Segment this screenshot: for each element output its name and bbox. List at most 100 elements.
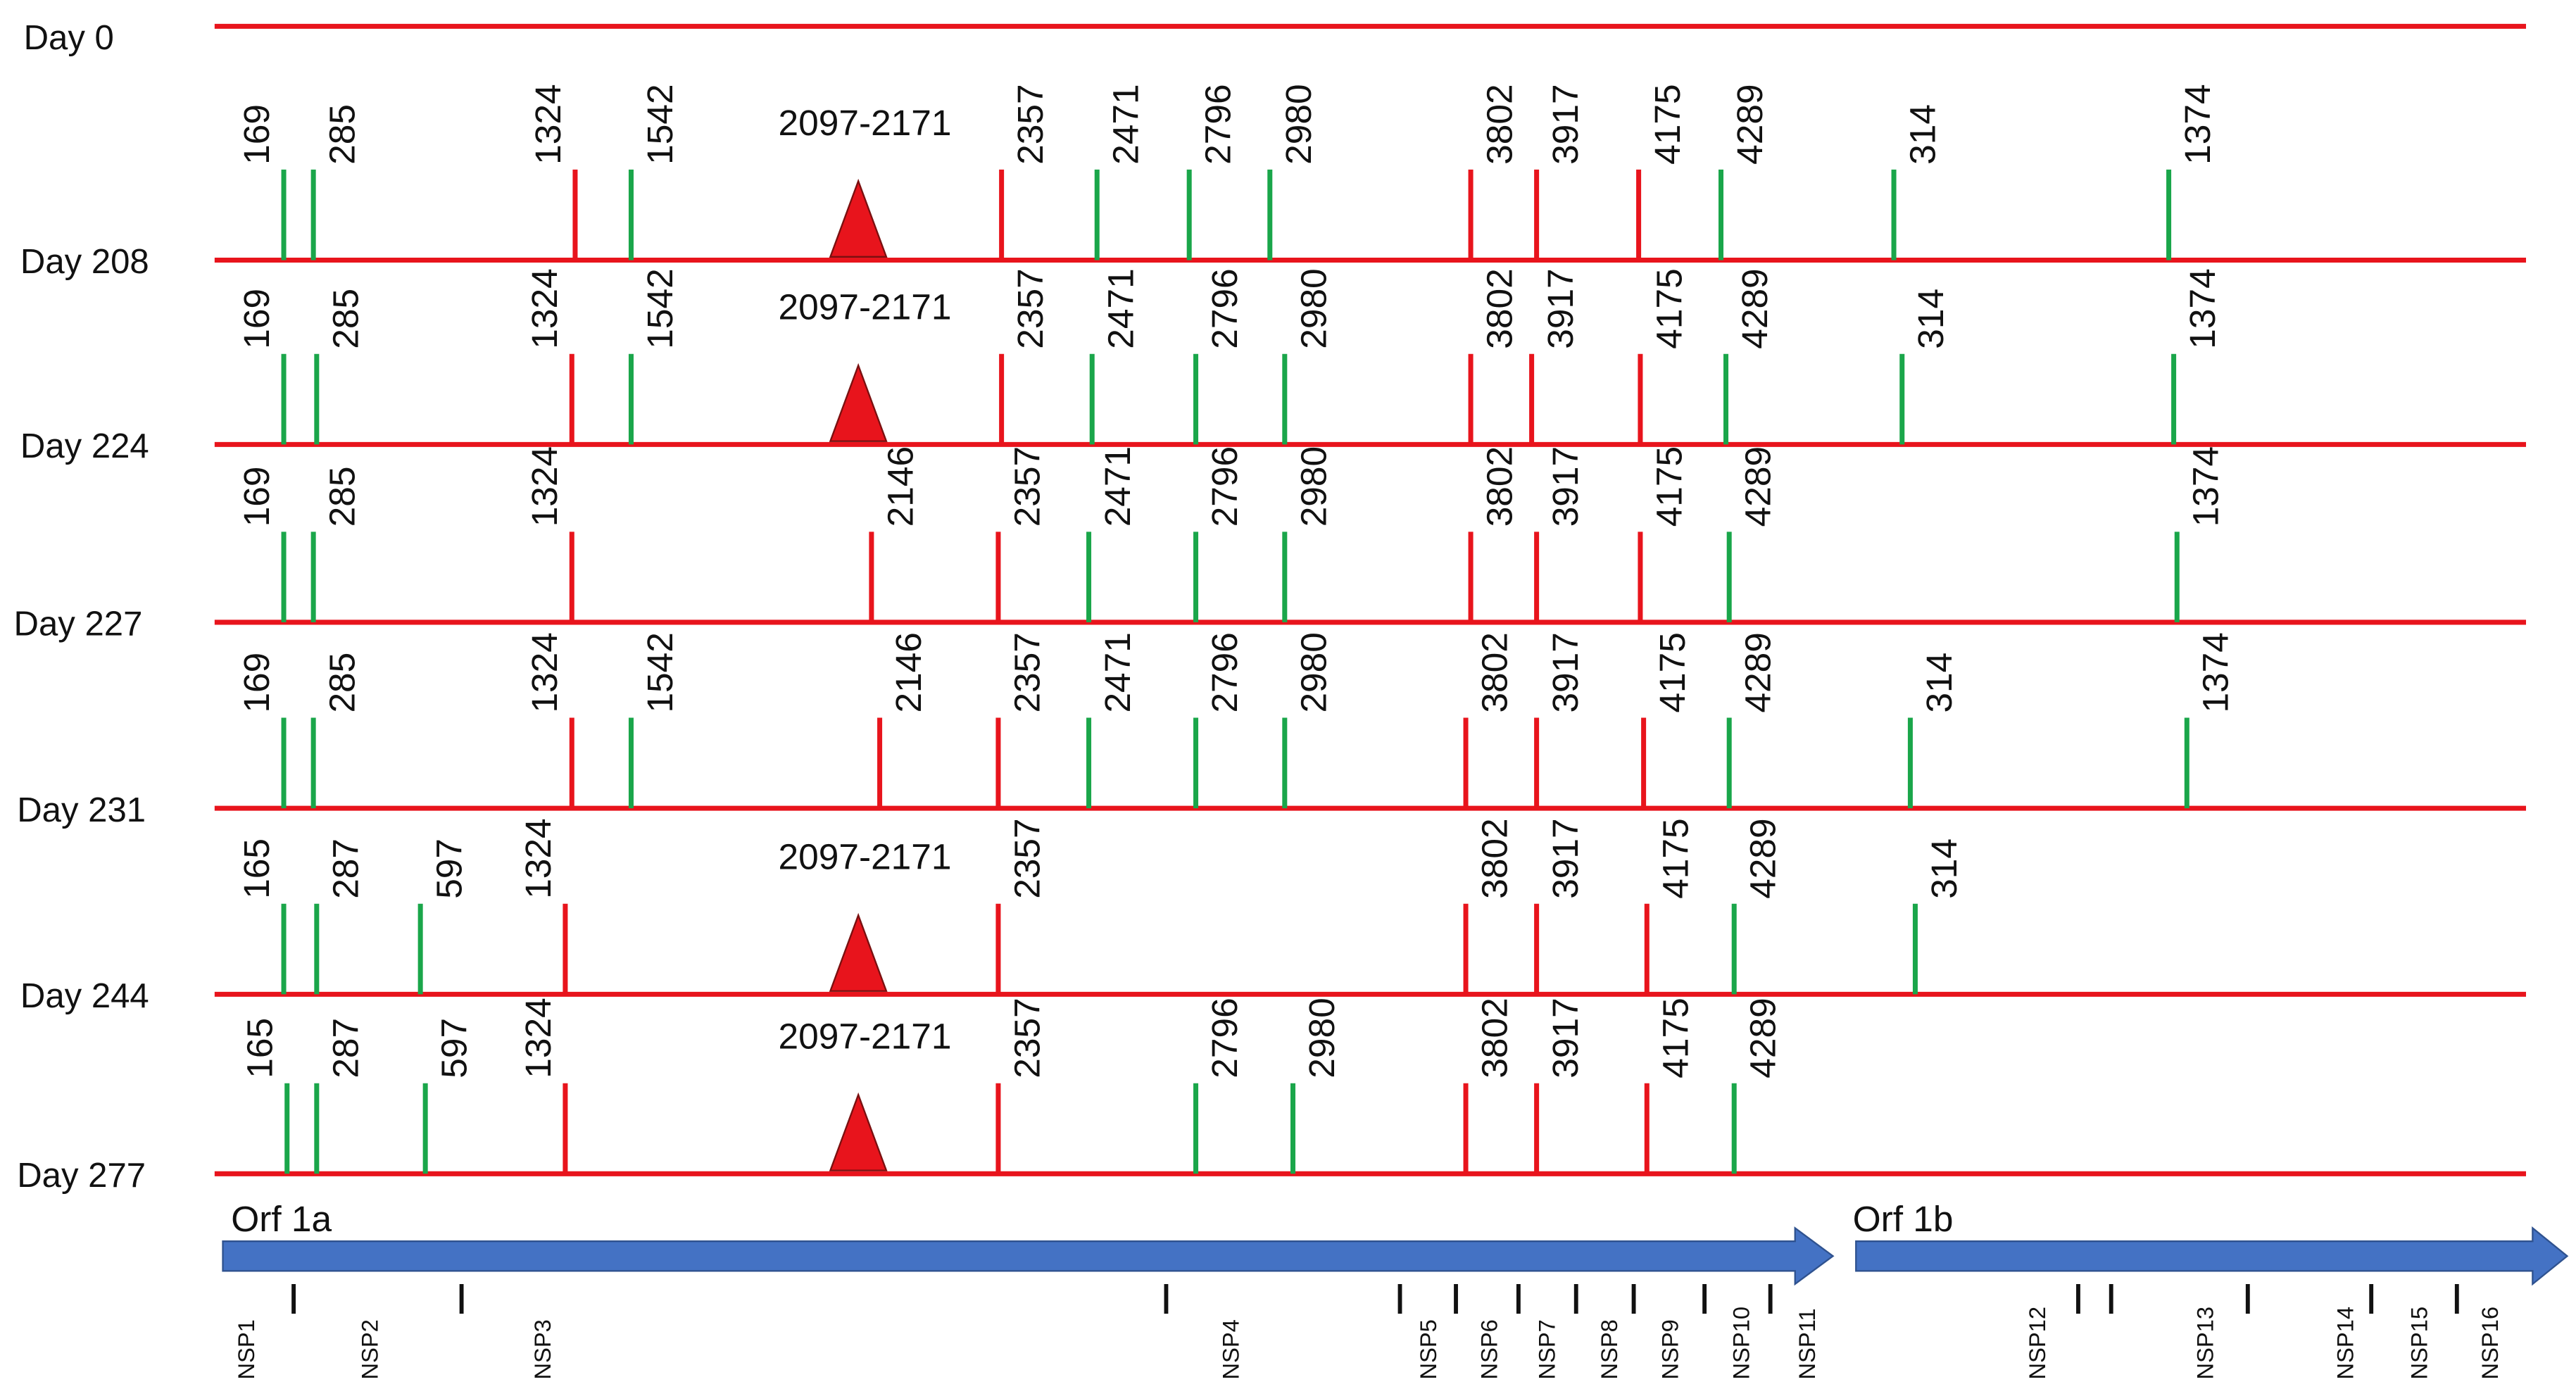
mutation-label: 3802: [1474, 632, 1515, 712]
mutation-label: 2097-2171: [779, 836, 952, 877]
mutation-label: 2357: [1010, 84, 1050, 164]
mutation-label: 2097-2171: [779, 1016, 952, 1057]
orf1b-arrow: [1855, 1226, 2569, 1286]
mutation-label: 597: [429, 838, 470, 899]
mutation-label: 2980: [1278, 84, 1319, 164]
mutation-label: 4289: [1729, 84, 1770, 164]
day-label: Day 231: [17, 791, 146, 829]
mutation-label: 3802: [1479, 84, 1520, 164]
mutation-label: 2471: [1105, 84, 1146, 164]
mutation-label: 314: [1902, 104, 1943, 165]
mutation-label: 3802: [1479, 268, 1520, 348]
mutation-label: 1542: [639, 84, 680, 164]
day-label: Day 227: [14, 605, 143, 643]
mutation-label: 285: [322, 104, 363, 165]
mutation-label: 2471: [1100, 268, 1141, 348]
mutation-label: 4289: [1742, 818, 1783, 898]
deletion-triangle: [829, 363, 888, 442]
nsp-label: NSP9: [1657, 1319, 1683, 1379]
mutation-label: 4175: [1648, 446, 1689, 527]
mutation-label: 2796: [1204, 632, 1245, 712]
day-label: Day 224: [20, 427, 149, 465]
mutation-label: 3802: [1479, 446, 1520, 527]
mutation-label: 2097-2171: [779, 102, 952, 143]
mutation-label: 4289: [1738, 632, 1778, 712]
orf-label: Orf 1a: [231, 1198, 332, 1239]
mutation-label: 3802: [1474, 998, 1515, 1078]
nsp-label: NSP8: [1596, 1319, 1622, 1379]
mutation-label: 2357: [1006, 632, 1047, 712]
mutation-label: 2146: [888, 632, 929, 712]
mutation-label: 1324: [517, 998, 558, 1078]
mutation-label: 1374: [2185, 446, 2226, 527]
mutation-label: 287: [325, 838, 365, 899]
mutation-label: 2097-2171: [779, 287, 952, 327]
mutation-label: 169: [236, 104, 277, 165]
mutation-label: 169: [236, 466, 277, 527]
mutation-label: 165: [239, 1018, 280, 1079]
mutation-label: 4175: [1647, 84, 1688, 164]
mutation-label: 3917: [1545, 818, 1585, 898]
mutation-label: 1324: [524, 268, 565, 348]
mutation-label: 285: [322, 466, 363, 527]
nsp-label: NSP2: [356, 1319, 382, 1379]
mutation-label: 1374: [2182, 268, 2223, 348]
nsp-label: NSP4: [1217, 1319, 1243, 1379]
mutation-label: 285: [325, 289, 365, 349]
mutation-label: 1324: [524, 632, 565, 712]
mutation-label: 2796: [1204, 446, 1245, 527]
mutation-label: 3917: [1545, 446, 1585, 527]
mutation-label: 4175: [1648, 268, 1689, 348]
mutation-label: 2980: [1293, 446, 1333, 527]
mutation-label: 169: [236, 653, 277, 713]
day-label: Day 277: [17, 1157, 146, 1195]
mutation-label: 287: [325, 1018, 365, 1079]
mutation-label: 2796: [1198, 84, 1238, 164]
mutation-label: 2357: [1006, 446, 1047, 527]
mutation-label: 2796: [1204, 998, 1245, 1078]
mutation-label: 3917: [1545, 998, 1585, 1078]
orf-label: Orf 1b: [1853, 1198, 1954, 1239]
mutation-label: 2980: [1293, 632, 1333, 712]
mutation-label: 285: [322, 653, 363, 713]
deletion-triangle: [829, 1092, 888, 1171]
mutation-label: 2146: [879, 446, 920, 527]
mutation-label: 1324: [524, 446, 565, 527]
mutation-label: 4289: [1742, 998, 1783, 1078]
nsp-label: NSP14: [2332, 1307, 2358, 1380]
mutation-label: 4175: [1652, 632, 1692, 712]
mutation-label: 314: [1923, 838, 1964, 899]
mutation-label: 2357: [1006, 998, 1047, 1078]
mutation-label: 314: [1910, 289, 1951, 349]
deletion-triangle: [829, 912, 888, 992]
mutation-label: 3917: [1545, 84, 1585, 164]
mutation-label: 3917: [1540, 268, 1581, 348]
mutation-label: 1542: [639, 268, 680, 348]
day-label: Day 244: [20, 977, 149, 1015]
mutation-label: 1374: [2177, 84, 2218, 164]
day-label: Day 208: [20, 243, 149, 281]
nsp-label: NSP7: [1533, 1319, 1559, 1379]
nsp-label: NSP16: [2477, 1307, 2503, 1380]
mutation-label: 2980: [1293, 268, 1333, 348]
orf1a-arrow: [222, 1226, 1835, 1286]
nsp-label: NSP5: [1415, 1319, 1441, 1379]
mutation-label: 2357: [1006, 818, 1047, 898]
mutation-label: 597: [434, 1018, 475, 1079]
day-label: Day 0: [24, 19, 114, 57]
nsp-label: NSP1: [233, 1319, 259, 1379]
mutation-label: 3917: [1545, 632, 1585, 712]
mutation-label: 1542: [639, 632, 680, 712]
mutation-label: 1374: [2195, 632, 2236, 712]
mutation-label: 4175: [1655, 818, 1696, 898]
nsp-label: NSP10: [1728, 1307, 1754, 1380]
mutation-label: 1324: [517, 818, 558, 898]
mutation-label: 3802: [1474, 818, 1515, 898]
mutation-label: 2357: [1010, 268, 1050, 348]
deletion-triangle: [829, 178, 888, 258]
mutation-label: 2980: [1301, 998, 1342, 1078]
mutation-label: 2471: [1097, 446, 1138, 527]
nsp-label: NSP13: [2192, 1307, 2218, 1380]
